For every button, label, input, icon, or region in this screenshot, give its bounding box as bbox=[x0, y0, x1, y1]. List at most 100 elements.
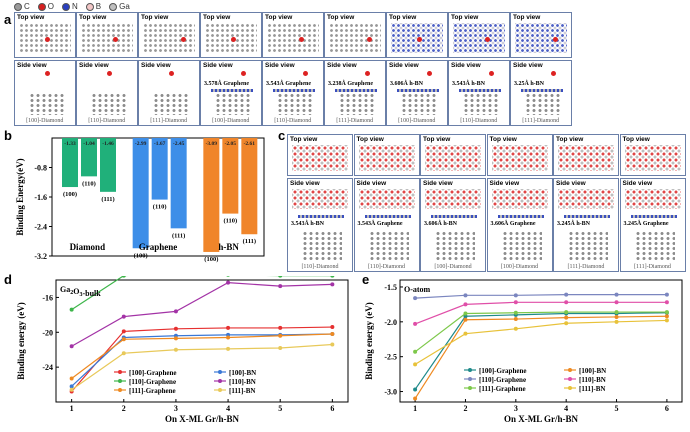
lattice-image bbox=[267, 23, 319, 53]
data-point bbox=[614, 292, 619, 297]
legend-label: [110]-Graphene bbox=[129, 378, 176, 386]
data-point bbox=[664, 310, 669, 315]
data-point bbox=[614, 300, 619, 305]
data-point bbox=[330, 325, 335, 330]
adatom-marker bbox=[417, 37, 422, 42]
adatom-marker bbox=[241, 71, 246, 76]
adatom-marker bbox=[551, 71, 556, 76]
panel-caption: [100]-Diamond bbox=[212, 118, 250, 124]
data-point bbox=[173, 336, 178, 341]
series-line bbox=[71, 282, 333, 347]
adatom-marker bbox=[113, 37, 118, 42]
adatom-marker bbox=[299, 37, 304, 42]
lattice-image bbox=[329, 23, 381, 53]
view-title: Side view bbox=[290, 180, 320, 187]
view-title: Top view bbox=[265, 14, 293, 21]
data-point bbox=[614, 314, 619, 319]
bar-value-label: -1.46 bbox=[102, 141, 114, 147]
x-tick-label: 3 bbox=[174, 404, 178, 413]
legend-item-c: C bbox=[14, 2, 30, 11]
legend-label: [100]-BN bbox=[579, 367, 606, 375]
data-point bbox=[413, 321, 418, 326]
y-tick-label: -20 bbox=[42, 328, 53, 337]
panel-caption: [111]-Diamond bbox=[336, 118, 374, 124]
interlayer-distance: 3.543Å Graphene bbox=[357, 221, 403, 227]
chart-title-part: Ga bbox=[60, 285, 70, 294]
x-tick-label: 3 bbox=[514, 404, 518, 413]
series-line bbox=[415, 294, 667, 299]
diamond-slab bbox=[568, 231, 608, 261]
panel-caption: [100]-Diamond bbox=[398, 118, 436, 124]
view-title: Side view bbox=[203, 62, 233, 69]
diamond-slab bbox=[277, 93, 313, 115]
plot-frame bbox=[399, 279, 683, 403]
data-point bbox=[226, 346, 231, 351]
data-point bbox=[330, 342, 335, 347]
diamond-slab bbox=[525, 93, 561, 115]
group-label: Graphene bbox=[139, 242, 178, 252]
lattice-image bbox=[391, 23, 443, 53]
view-title: Side view bbox=[356, 180, 387, 187]
data-point bbox=[173, 309, 178, 314]
x-tick-label: 2 bbox=[122, 404, 126, 413]
atom-dot-icon bbox=[109, 2, 118, 11]
legend-label: N bbox=[72, 2, 78, 11]
adatom-marker bbox=[169, 71, 174, 76]
2d-layer bbox=[630, 215, 677, 218]
view-title: Top view bbox=[141, 14, 169, 21]
view-title: Top view bbox=[513, 14, 541, 21]
panel-caption: [100]-Diamond bbox=[434, 264, 472, 270]
data-point bbox=[463, 314, 468, 319]
interlayer-distance: 3.543Å h-BN bbox=[291, 221, 325, 227]
side-view-panel: Side view 3.606Å h-BN [100]-Diamond bbox=[386, 60, 448, 126]
data-point bbox=[69, 384, 74, 389]
panel-caption: [100]-Diamond bbox=[500, 264, 539, 270]
data-point bbox=[69, 344, 74, 349]
view-title: Side view bbox=[451, 62, 481, 69]
adatom-marker bbox=[231, 37, 236, 42]
atom-dot-icon bbox=[62, 2, 71, 11]
y-tick-label: -2.4 bbox=[34, 223, 47, 232]
legend-marker bbox=[218, 379, 222, 383]
bar bbox=[100, 138, 116, 192]
interlayer-distance: 3.543Å Graphene bbox=[266, 81, 311, 87]
legend-label: [110]-BN bbox=[579, 376, 606, 384]
data-point bbox=[278, 333, 283, 338]
panel-label-c: c bbox=[278, 128, 286, 143]
x-tick-label: 1 bbox=[413, 404, 417, 413]
diamond-slab bbox=[29, 93, 65, 115]
top-view-panel: Top view bbox=[76, 12, 138, 58]
interlayer-distance: 3.238Å Graphene bbox=[328, 81, 373, 87]
data-point bbox=[278, 284, 283, 289]
interlayer-distance: 3.606Å h-BN bbox=[424, 221, 458, 227]
legend-item-ga: Ga bbox=[109, 2, 130, 11]
diamond-slab bbox=[463, 93, 499, 115]
adatom-marker bbox=[45, 37, 50, 42]
interlayer-distance: 3.606Å Graphene bbox=[490, 221, 536, 227]
bar-value-label: -3.09 bbox=[206, 141, 218, 147]
bar-category-label: (110) bbox=[153, 204, 167, 211]
adatom-marker bbox=[489, 71, 494, 76]
legend-label: [111]-Graphene bbox=[479, 385, 526, 393]
top-view-panel: Top view bbox=[553, 134, 619, 176]
diamond-slab bbox=[153, 93, 189, 115]
legend-label: C bbox=[24, 2, 30, 11]
atom-dot-icon bbox=[37, 2, 46, 11]
series-line bbox=[414, 315, 667, 399]
y-axis-label: Binding Energy(eV) bbox=[15, 158, 25, 235]
y-axis-label: Binding energy (eV) bbox=[16, 302, 26, 380]
bar-category-label: (100) bbox=[63, 191, 77, 198]
side-view-panel: Side view 3.543Å h-BN [110]-Diamond bbox=[287, 178, 353, 272]
view-title: Top view bbox=[290, 136, 318, 143]
y-tick-label: -0.8 bbox=[34, 164, 47, 173]
side-view-panel: Side view 3.245Å h-BN [111]-Diamond bbox=[553, 178, 619, 272]
view-title: Side view bbox=[389, 62, 419, 69]
legend-label: [100]-Graphene bbox=[479, 367, 526, 375]
data-point bbox=[564, 292, 569, 297]
data-point bbox=[413, 396, 418, 401]
legend-item-o: O bbox=[37, 2, 54, 11]
x-tick-label: 1 bbox=[70, 404, 74, 413]
lattice-image bbox=[491, 145, 548, 171]
view-title: Top view bbox=[17, 14, 45, 21]
